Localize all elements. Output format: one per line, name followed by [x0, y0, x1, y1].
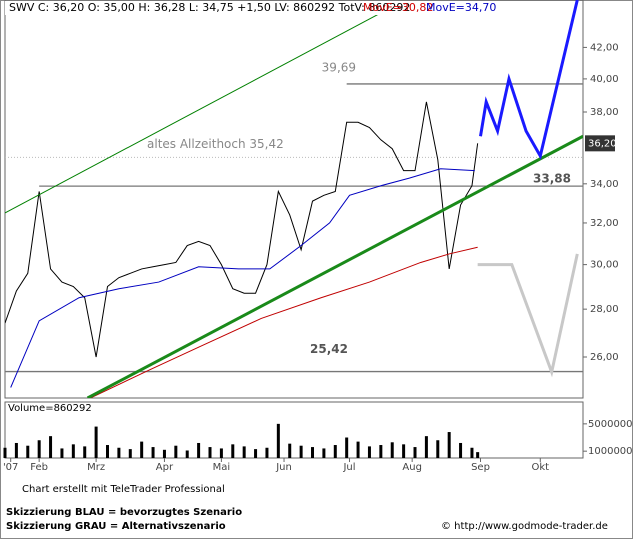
- vol-y-tick-label: 1000000: [588, 446, 633, 457]
- volume-bar: [37, 440, 41, 458]
- volume-bar: [254, 449, 258, 458]
- x-tick-label: Jun: [275, 462, 292, 473]
- level-label: 39,69: [322, 60, 356, 74]
- blue-note: Skizzierung BLAU = bevorzugtes Szenario: [6, 507, 242, 518]
- series-line: [479, 0, 579, 160]
- volume-bar: [208, 447, 212, 458]
- y-tick-label: 38,00: [590, 107, 619, 118]
- volume-bar: [265, 447, 269, 458]
- volume-bar: [197, 442, 201, 458]
- x-tick-label: '07: [3, 462, 18, 473]
- volume-bar: [476, 452, 480, 458]
- vol-y-tick-label: 5000000: [588, 419, 633, 430]
- volume-bar: [60, 448, 64, 458]
- header-quote: SWV C: 36,20 O: 35,00 H: 36,28 L: 34,75 …: [9, 1, 410, 14]
- volume-bar: [3, 447, 7, 458]
- volume-bar: [470, 447, 474, 458]
- volume-bar: [436, 440, 440, 458]
- volume-bar: [288, 443, 292, 458]
- volume-bar: [117, 447, 121, 458]
- volume-bar: [162, 449, 166, 458]
- series-line: [5, 101, 479, 358]
- x-tick-label: Mrz: [87, 462, 105, 473]
- volume-bar: [140, 441, 144, 458]
- level-label: 33,88: [533, 172, 571, 186]
- credit: Chart erstellt mit TeleTrader Profession…: [22, 484, 225, 495]
- volume-bar: [413, 447, 417, 458]
- last-price-label: 36,20: [588, 138, 617, 149]
- volume-bar: [356, 441, 360, 458]
- volume-bar: [333, 445, 337, 458]
- ma-red-label: MovE=30,82: [363, 1, 433, 14]
- volume-bar: [447, 432, 451, 458]
- volume-bar: [151, 447, 155, 458]
- x-tick-label: Feb: [30, 462, 48, 473]
- x-tick-label: Apr: [156, 462, 174, 473]
- level-label: altes Allzeithoch 35,42: [147, 137, 284, 151]
- y-tick-label: 34,00: [590, 179, 619, 190]
- series-line: [90, 246, 478, 398]
- volume-panel: [4, 401, 584, 459]
- series-line: [5, 14, 379, 214]
- volume-bar: [14, 442, 18, 458]
- volume-bar: [185, 450, 189, 458]
- volume-bar: [94, 426, 98, 458]
- x-tick-label: Okt: [531, 462, 549, 473]
- x-tick-label: Mai: [213, 462, 231, 473]
- y-tick-label: 28,00: [590, 304, 619, 315]
- ma-blue-label: MovE=34,70: [426, 1, 496, 14]
- volume-bar: [424, 436, 428, 458]
- gray-note: Skizzierung GRAU = Alternativszenario: [6, 521, 226, 532]
- volume-bar: [390, 442, 394, 458]
- volume-bar: [83, 446, 87, 458]
- volume-bar: [367, 446, 371, 458]
- volume-bar: [49, 436, 53, 458]
- volume-bar: [459, 442, 463, 458]
- volume-bar: [106, 445, 110, 458]
- volume-bar: [299, 445, 303, 458]
- x-tick-label: Jul: [342, 462, 355, 473]
- price-panel: [4, 0, 584, 399]
- y-tick-label: 32,00: [590, 218, 619, 229]
- last-price-box: [585, 135, 615, 152]
- y-tick-label: 40,00: [590, 74, 619, 85]
- price-plot: [5, 0, 583, 398]
- level-label: 25,42: [310, 342, 348, 356]
- volume-bar: [71, 444, 75, 458]
- volume-bar: [128, 449, 132, 458]
- volume-label: Volume=860292: [8, 403, 92, 414]
- y-tick-label: 42,00: [590, 42, 619, 53]
- volume-bar: [379, 445, 383, 458]
- volume-bar: [402, 444, 406, 458]
- x-tick-label: Aug: [402, 462, 422, 473]
- x-tick-label: Sep: [471, 462, 490, 473]
- series-line: [86, 134, 583, 398]
- series-line: [10, 168, 475, 388]
- volume-bar: [322, 448, 326, 458]
- volume-bar: [311, 447, 315, 458]
- volume-bar: [174, 445, 178, 458]
- y-tick-label: 26,00: [590, 352, 619, 363]
- volume-bar: [26, 445, 30, 458]
- volume-bar: [242, 446, 246, 458]
- series-line: [477, 253, 579, 378]
- y-tick-label: 30,00: [590, 260, 619, 271]
- header-bg: [5, 1, 460, 15]
- volume-bar: [276, 423, 280, 458]
- volume-bar: [231, 444, 235, 458]
- volume-bar: [345, 437, 349, 458]
- source: © http://www.godmode-trader.de: [441, 521, 608, 532]
- volume-bar: [219, 448, 223, 458]
